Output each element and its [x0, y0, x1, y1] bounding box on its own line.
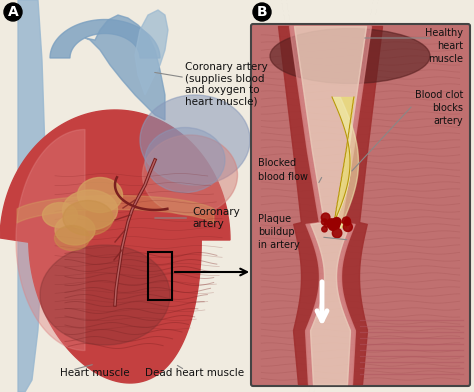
Ellipse shape [78, 178, 122, 212]
Polygon shape [18, 0, 45, 392]
Circle shape [332, 220, 338, 227]
Bar [148, 252, 172, 300]
Circle shape [330, 222, 336, 228]
Text: Healthy
heart
muscle: Healthy heart muscle [425, 28, 463, 64]
Polygon shape [85, 15, 165, 120]
Circle shape [322, 227, 327, 232]
FancyBboxPatch shape [251, 24, 470, 386]
Ellipse shape [55, 225, 90, 250]
Ellipse shape [145, 127, 225, 192]
Ellipse shape [143, 135, 237, 215]
Circle shape [321, 213, 330, 222]
Circle shape [343, 223, 352, 232]
Ellipse shape [270, 29, 430, 83]
Text: Heart muscle: Heart muscle [60, 368, 129, 378]
Circle shape [327, 219, 335, 227]
Ellipse shape [40, 245, 170, 345]
Polygon shape [16, 129, 85, 350]
Text: Blocked
blood flow: Blocked blood flow [258, 158, 308, 181]
Circle shape [329, 223, 337, 230]
Circle shape [334, 223, 339, 229]
Circle shape [328, 220, 337, 229]
Polygon shape [50, 20, 160, 58]
Circle shape [4, 3, 22, 21]
Ellipse shape [140, 95, 250, 185]
Circle shape [330, 222, 336, 228]
Polygon shape [0, 110, 230, 383]
Circle shape [332, 229, 342, 238]
Circle shape [321, 219, 328, 225]
Text: Coronary
artery: Coronary artery [155, 207, 240, 229]
Polygon shape [135, 10, 168, 95]
Circle shape [342, 217, 350, 225]
Circle shape [330, 219, 339, 227]
Circle shape [344, 219, 351, 225]
Circle shape [333, 218, 340, 225]
Text: Coronary artery
(supplies blood
and oxygen to
heart muscle): Coronary artery (supplies blood and oxyg… [155, 62, 268, 107]
Circle shape [253, 3, 271, 21]
Circle shape [324, 222, 329, 227]
Circle shape [334, 218, 341, 225]
Ellipse shape [63, 200, 113, 236]
Ellipse shape [55, 215, 95, 245]
Circle shape [330, 219, 340, 229]
Text: Plaque
buildup
in artery: Plaque buildup in artery [258, 214, 300, 250]
Text: Dead heart muscle: Dead heart muscle [146, 368, 245, 378]
Text: A: A [8, 5, 18, 19]
Circle shape [330, 220, 337, 227]
Text: Blood clot
blocks
artery: Blood clot blocks artery [415, 90, 463, 126]
Ellipse shape [63, 190, 118, 230]
Ellipse shape [43, 203, 78, 227]
Text: B: B [257, 5, 267, 19]
